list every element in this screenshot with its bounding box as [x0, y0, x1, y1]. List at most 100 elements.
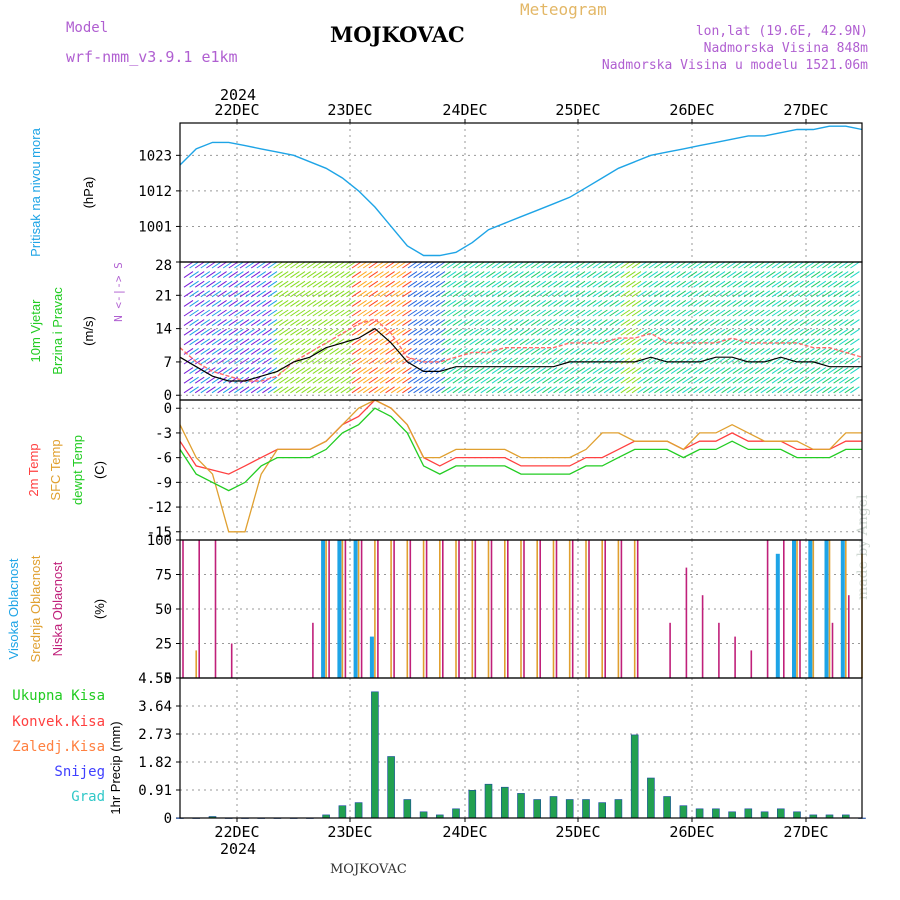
wind-barb [564, 290, 575, 298]
wind-barb [586, 328, 597, 336]
wind-barb [710, 376, 720, 384]
wind-barb [586, 261, 597, 269]
wind-barb [519, 347, 530, 355]
wind-barb [430, 280, 440, 288]
wind-barb [631, 290, 642, 298]
wind-barb [413, 319, 423, 327]
wind-barb [290, 299, 300, 307]
wind-barb [480, 357, 491, 365]
wind-barb [648, 376, 659, 384]
wind-barb [710, 271, 720, 279]
wind-barb [530, 271, 541, 279]
wind-barb [514, 386, 524, 394]
wind-barb [558, 290, 569, 298]
wind-barb [519, 319, 530, 327]
wind-barb [553, 386, 563, 394]
wind-barb [687, 309, 698, 317]
wind-barb [670, 328, 681, 336]
wind-barb [760, 376, 771, 384]
wind-barb [250, 280, 261, 288]
wind-barb [603, 357, 614, 365]
wind-barb [771, 376, 782, 384]
y-tick-label: -6 [155, 451, 172, 467]
wind-barb [743, 347, 754, 355]
wind-barb [306, 328, 317, 336]
wind-barb [637, 309, 647, 317]
wind-barb [827, 386, 838, 394]
wind-barb [491, 338, 502, 346]
wind-barb [418, 299, 429, 307]
wind-barb [581, 290, 591, 298]
wind-barb [687, 290, 698, 298]
wind-barb [665, 290, 675, 298]
wind-barb [620, 261, 631, 269]
wind-barb [469, 309, 479, 317]
wind-barb [816, 280, 827, 288]
wind-barb [614, 386, 625, 394]
cloud-mid-bar [828, 540, 831, 678]
wind-barb [654, 328, 664, 336]
wind-barb [850, 328, 860, 336]
precip-bar [647, 777, 655, 819]
wind-barb [458, 376, 468, 384]
wind-barb [805, 357, 815, 365]
wind-barb [301, 309, 311, 317]
wind-barb [693, 328, 703, 336]
wind-barb [424, 299, 435, 307]
wind-barb [665, 309, 675, 317]
wind-barb [754, 338, 765, 346]
wind-barb [788, 290, 799, 298]
wind-barb [754, 309, 765, 317]
wind-barb [682, 309, 692, 317]
wind-barb [217, 290, 227, 298]
wind-barb [474, 280, 485, 288]
wind-barb [222, 367, 233, 375]
wind-barb [536, 338, 547, 346]
wind-barb [256, 367, 267, 375]
wind-barb [609, 376, 619, 384]
wind-barb [743, 280, 754, 288]
wind-barb [648, 319, 659, 327]
wind-barb [648, 309, 659, 317]
wind-barb [402, 328, 412, 336]
wind-barb [262, 290, 272, 298]
wind-barb [452, 386, 463, 394]
wind-barb [710, 367, 720, 375]
wind-barb [458, 309, 468, 317]
wind-barb [704, 319, 715, 327]
wind-barb [189, 328, 199, 336]
wind-barb [379, 347, 390, 355]
y-tick-label: 100 [147, 533, 172, 549]
wind-barb [794, 271, 804, 279]
wind-barb [598, 347, 608, 355]
wind-barb [586, 376, 597, 384]
wind-barb [816, 309, 827, 317]
wind-barb [715, 261, 726, 269]
wind-barb [446, 376, 457, 384]
wind-barb [547, 280, 558, 288]
wind-barb [558, 328, 569, 336]
y-axis-label: dewpt Temp [70, 435, 85, 505]
wind-barb [234, 386, 244, 394]
wind-barb [799, 386, 810, 394]
wind-barb [222, 309, 233, 317]
wind-barb [542, 347, 552, 355]
y-axis-label: (hPa) [81, 177, 96, 209]
wind-barb [250, 299, 261, 307]
cloud-low-bar [571, 540, 574, 678]
wind-barb [497, 280, 507, 288]
wind-barb [530, 261, 541, 269]
wind-barb [822, 338, 832, 346]
wind-barb [614, 338, 625, 346]
wind-barb [234, 319, 244, 327]
wind-barb [715, 309, 726, 317]
wind-barb [267, 309, 278, 317]
wind-barb [194, 347, 205, 355]
wind-barb [530, 386, 541, 394]
wind-barb [738, 309, 748, 317]
wind-barb [844, 338, 855, 346]
y-tick-label: 7 [164, 355, 172, 371]
wind-barb [486, 271, 496, 279]
wind-barb [312, 328, 323, 336]
wind-barb [239, 299, 250, 307]
